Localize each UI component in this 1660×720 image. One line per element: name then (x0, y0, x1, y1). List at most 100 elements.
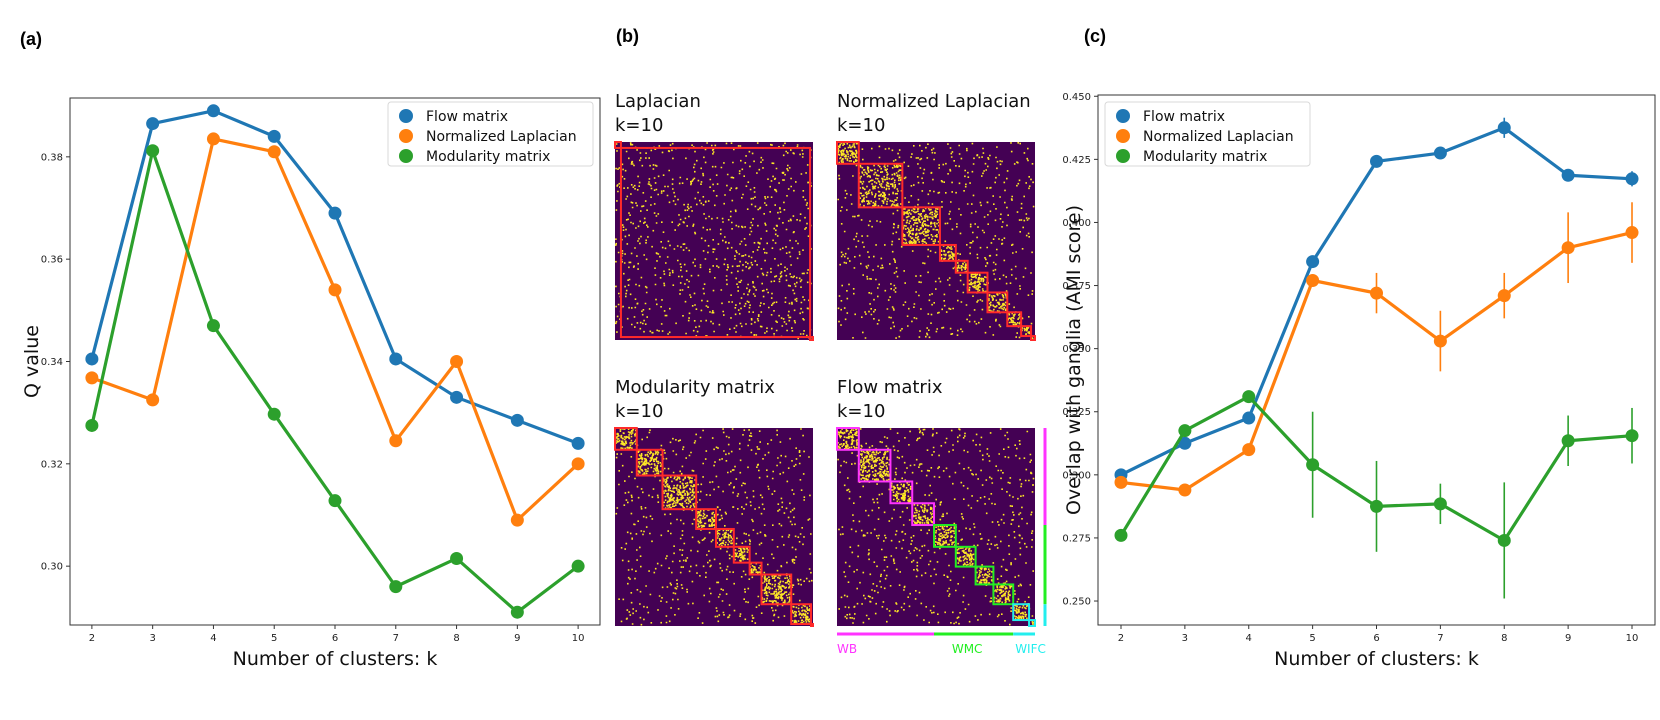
data-point (510, 513, 524, 527)
x-tick-label: 2 (89, 633, 95, 644)
x-tick-label: 10 (572, 633, 585, 644)
data-point (328, 283, 342, 297)
x-tick-label: 10 (1626, 633, 1639, 644)
cluster-box (1020, 325, 1033, 338)
legend-label: Flow matrix (1143, 109, 1225, 125)
cluster-box (836, 427, 860, 451)
data-point (85, 418, 99, 432)
data-point (1497, 289, 1511, 303)
series-modularity-matrix (85, 144, 585, 619)
y-tick-label: 0.325 (1062, 407, 1091, 418)
cluster-box (954, 545, 977, 568)
data-point (1561, 168, 1575, 182)
data-point (1114, 475, 1128, 489)
matrix-flow-matrix: Flow matrix k=10 WB WMC WIFC (836, 377, 1047, 656)
data-point (1625, 226, 1639, 240)
y-tick-label: 0.38 (41, 152, 63, 163)
x-tick-label: 7 (393, 633, 399, 644)
data-point (1178, 424, 1192, 438)
y-tick-label: 0.250 (1062, 597, 1091, 608)
cluster-box (954, 259, 969, 274)
matrix-modularity-matrix: Modularity matrix k=10 (614, 377, 815, 628)
data-point (1497, 533, 1511, 547)
series-flow-matrix (85, 104, 585, 450)
matrix-title: Laplacian (615, 91, 701, 112)
data-point (1561, 241, 1575, 255)
data-point (1306, 274, 1320, 287)
panel-label-a: (a) (20, 29, 42, 49)
x-tick-label: 6 (1373, 633, 1379, 644)
y-tick-label: 0.34 (41, 357, 63, 368)
cluster-box (748, 561, 763, 576)
y-tick-label: 0.32 (41, 459, 63, 470)
data-point (1178, 436, 1192, 450)
legend-marker (399, 109, 413, 123)
data-point (146, 393, 160, 407)
y-tick-label: 0.300 (1062, 470, 1091, 481)
x-tick-label: 2 (1118, 633, 1124, 644)
data-point (1561, 434, 1575, 448)
data-point (450, 390, 464, 404)
legend-label: Normalized Laplacian (426, 129, 577, 145)
series-normalized-laplacian (85, 132, 585, 527)
x-tick-label: 8 (453, 633, 459, 644)
legend-label: Normalized Laplacian (1143, 129, 1294, 145)
data-point (1370, 499, 1383, 513)
cluster-box (911, 502, 936, 527)
cluster-box (1028, 619, 1037, 627)
data-point (1370, 286, 1383, 300)
cluster-box (695, 508, 717, 530)
cluster-box (966, 271, 989, 294)
data-point (510, 605, 524, 619)
cluster-box (938, 243, 957, 262)
x-tick-label: 5 (1309, 633, 1315, 644)
series-flow-matrix (1114, 117, 1639, 482)
data-point (450, 551, 464, 565)
x-axis-label: Number of clusters: k (1274, 648, 1479, 670)
data-point (206, 319, 220, 333)
cluster-box (1006, 311, 1023, 328)
cluster-box (1012, 603, 1031, 622)
matrix-dots (615, 142, 813, 340)
y-tick-label: 0.400 (1062, 218, 1091, 229)
matrix-subtitle: k=10 (837, 115, 885, 136)
cluster-box (986, 291, 1009, 314)
y-tick-label: 0.30 (41, 562, 63, 573)
data-point (85, 352, 99, 366)
matrix-title: Modularity matrix (615, 377, 775, 398)
cluster-box (933, 524, 957, 548)
matrix-normalized-laplacian: Normalized Laplacian k=10 (836, 91, 1037, 342)
data-point (1625, 172, 1639, 186)
x-tick-label: 8 (1501, 633, 1507, 644)
data-point (328, 494, 342, 508)
chart-q-value: 2 3 4 5 6 7 8 9 10 0.30 0.32 0.34 0.36 0.38 Number of … (21, 97, 601, 670)
matrix-heatmap (615, 428, 813, 626)
data-point (389, 434, 403, 448)
cluster-box (992, 583, 1015, 606)
cluster-box (760, 573, 793, 606)
x-tick-label: 9 (1565, 633, 1571, 644)
legend-label: Modularity matrix (426, 149, 550, 165)
legend: Flow matrix Normalized Laplacian Modularit… (1104, 101, 1311, 167)
legend-marker (1116, 149, 1130, 163)
data-point (328, 206, 342, 220)
cluster-box (857, 448, 892, 483)
x-tick-label: 5 (271, 633, 277, 644)
data-point (571, 457, 585, 471)
x-tick-label: 6 (332, 633, 338, 644)
matrix-dots (837, 142, 1035, 340)
series-normalized-laplacian (1114, 202, 1639, 497)
panel-label-c: (c) (1084, 26, 1106, 46)
cluster-box (661, 474, 698, 511)
data-point (1242, 443, 1256, 457)
data-point (1433, 497, 1447, 511)
data-point (146, 117, 160, 131)
data-point (1433, 334, 1447, 348)
cluster-box (614, 141, 622, 149)
legend-label: Modularity matrix (1143, 149, 1267, 165)
data-point (1306, 458, 1320, 472)
legend: Flow matrix Normalized Laplacian Modularit… (387, 101, 594, 167)
matrix-subtitle: k=10 (615, 115, 663, 136)
matrix-heatmap (615, 142, 813, 340)
